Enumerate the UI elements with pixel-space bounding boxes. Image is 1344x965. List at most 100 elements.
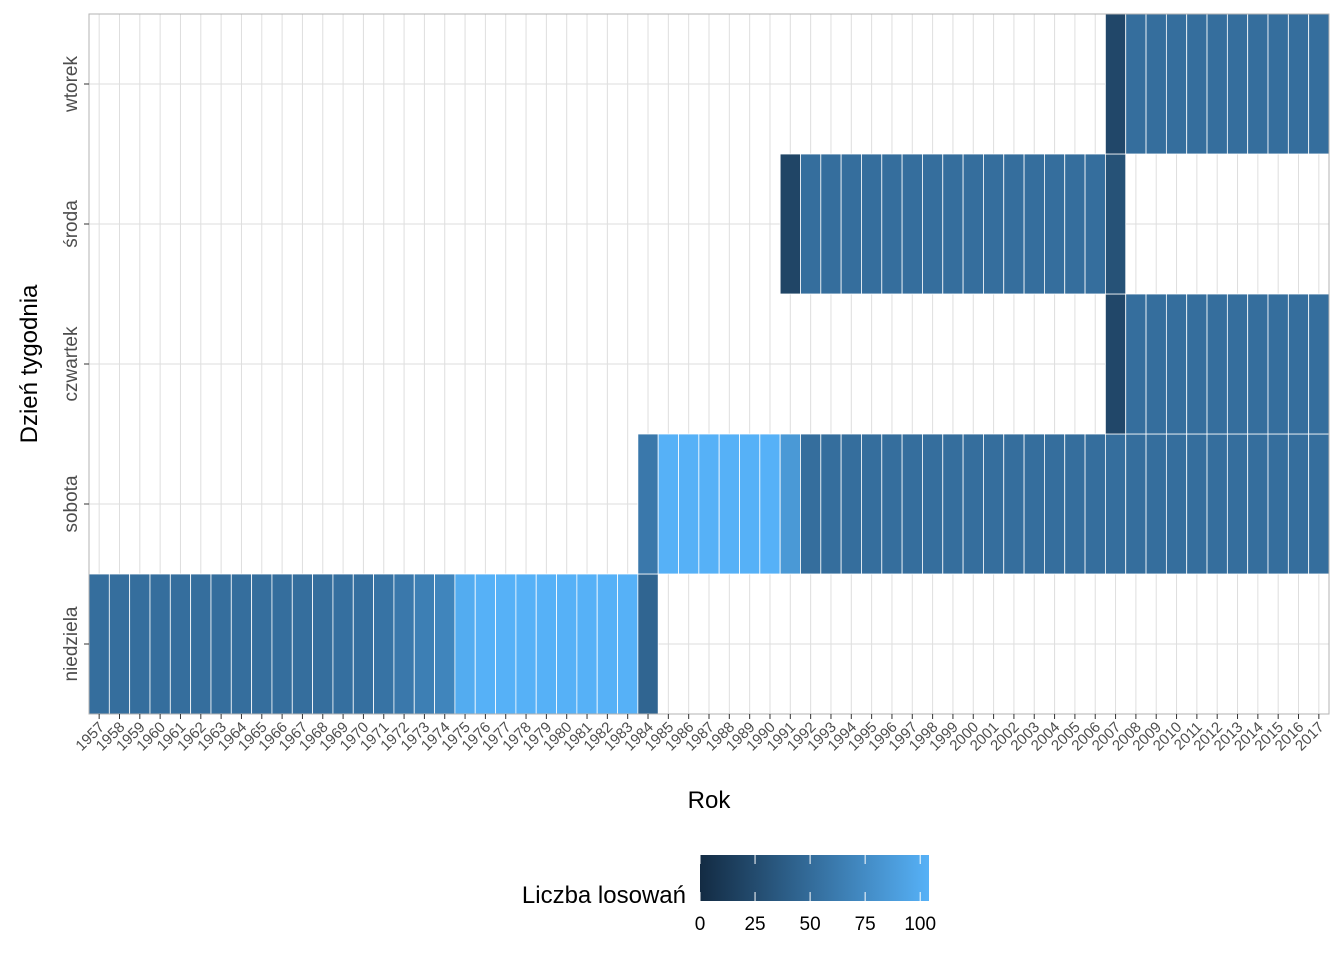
heatmap-cell xyxy=(983,153,1005,295)
heatmap-cell xyxy=(779,153,801,295)
y-tick-label: czwartek xyxy=(61,326,82,401)
legend-tick-label: 25 xyxy=(744,914,765,935)
heatmap-cell xyxy=(1267,13,1289,155)
heatmap-cell xyxy=(1186,13,1208,155)
heatmap-cell xyxy=(820,433,842,575)
heatmap-cell xyxy=(1145,293,1167,435)
heatmap-cell xyxy=(1226,433,1249,575)
heatmap-cell xyxy=(495,573,517,715)
heatmap-cell xyxy=(1247,433,1269,575)
heatmap-cell xyxy=(576,573,598,715)
y-tick-label: środa xyxy=(61,200,82,248)
x-axis-title: Rok xyxy=(688,787,732,814)
heatmap-cell xyxy=(1226,13,1249,155)
heatmap-cell xyxy=(1104,13,1127,155)
heatmap-cell xyxy=(800,433,822,575)
heatmap-cell xyxy=(657,433,679,575)
heatmap-cell xyxy=(1064,153,1086,295)
legend-colorbar xyxy=(700,855,929,901)
legend: Liczba losowań 0 25 50 75 100 xyxy=(522,855,936,935)
heatmap-cell xyxy=(1165,293,1188,435)
heatmap-cell xyxy=(108,573,131,715)
heatmap-cell xyxy=(820,153,842,295)
heatmap-cell xyxy=(129,573,151,715)
heatmap-cell xyxy=(698,433,720,575)
legend-title: Liczba losowań xyxy=(522,882,686,909)
heatmap-cell xyxy=(1308,293,1330,435)
heatmap-cell xyxy=(1125,13,1147,155)
heatmap-cell xyxy=(291,573,314,715)
heatmap-cell xyxy=(373,573,395,715)
heatmap-cell xyxy=(962,433,984,575)
heatmap-cell xyxy=(942,433,964,575)
heatmap-cell xyxy=(230,573,253,715)
heatmap-cell xyxy=(881,433,903,575)
heatmap-cell xyxy=(1084,433,1106,575)
y-tick-label: wtorek xyxy=(61,56,82,113)
heatmap-cell xyxy=(596,573,618,715)
heatmap-cell xyxy=(1044,153,1066,295)
heatmap-cell xyxy=(759,433,781,575)
heatmap-cell xyxy=(1023,433,1045,575)
heatmap-cell xyxy=(312,573,334,715)
heatmap-cell xyxy=(1044,433,1066,575)
heatmap-cell xyxy=(149,573,171,715)
heatmap-cell xyxy=(1003,433,1025,575)
heatmap-cell xyxy=(1003,153,1025,295)
heatmap-cell xyxy=(861,153,883,295)
heatmap-cell xyxy=(901,433,923,575)
heatmap-cell xyxy=(1125,293,1147,435)
heatmap-cell xyxy=(169,573,192,715)
heatmap-cell xyxy=(454,573,476,715)
heatmap-cell xyxy=(1165,433,1188,575)
heatmap-cell xyxy=(1206,433,1228,575)
y-axis-title: Dzień tygodnia xyxy=(16,284,43,443)
heatmap-cell xyxy=(1267,293,1289,435)
heatmap-cell xyxy=(1104,293,1127,435)
heatmap-cell xyxy=(678,433,700,575)
heatmap-cell xyxy=(393,573,415,715)
legend-tick-label: 50 xyxy=(800,914,821,935)
heatmap-cell xyxy=(1064,433,1086,575)
heatmap-cell xyxy=(1125,433,1147,575)
heatmap-cell xyxy=(739,433,761,575)
heatmap-cell xyxy=(1186,293,1208,435)
heatmap-cell xyxy=(1287,13,1310,155)
heatmap-cell xyxy=(271,573,293,715)
heatmap-cell xyxy=(840,153,862,295)
heatmap-cell xyxy=(1145,13,1167,155)
heatmap-cell xyxy=(413,573,435,715)
heatmap-cell xyxy=(779,433,801,575)
y-tick-label: sobota xyxy=(61,475,82,532)
legend-ticks: 0 25 50 75 100 xyxy=(695,855,936,935)
heatmap-cell xyxy=(962,153,984,295)
legend-tick-label: 75 xyxy=(855,914,876,935)
heatmap-cell xyxy=(88,573,110,715)
heatmap-cell xyxy=(1267,433,1289,575)
heatmap-cell xyxy=(1186,433,1208,575)
heatmap-cell xyxy=(718,433,740,575)
heatmap-cell xyxy=(210,573,232,715)
heatmap-cell xyxy=(983,433,1005,575)
legend-tick-label: 100 xyxy=(904,914,936,935)
heatmap-cell xyxy=(1104,153,1127,295)
heatmap-cell xyxy=(1023,153,1045,295)
heatmap-cell xyxy=(922,433,944,575)
heatmap-cell xyxy=(190,573,212,715)
heatmap-cell xyxy=(861,433,883,575)
heatmap-cell xyxy=(922,153,944,295)
heatmap-cell xyxy=(535,573,557,715)
heatmap-cell xyxy=(1206,293,1228,435)
heatmap-cell xyxy=(1287,433,1310,575)
heatmap-cell xyxy=(1287,293,1310,435)
heatmap-cell xyxy=(881,153,903,295)
heatmap-cell xyxy=(352,573,374,715)
heatmap-cell xyxy=(1165,13,1188,155)
heatmap-cell xyxy=(556,573,578,715)
heatmap-cell xyxy=(515,573,537,715)
heatmap-cell xyxy=(332,573,354,715)
heatmap-cell xyxy=(617,573,639,715)
heatmap-cell xyxy=(1206,13,1228,155)
